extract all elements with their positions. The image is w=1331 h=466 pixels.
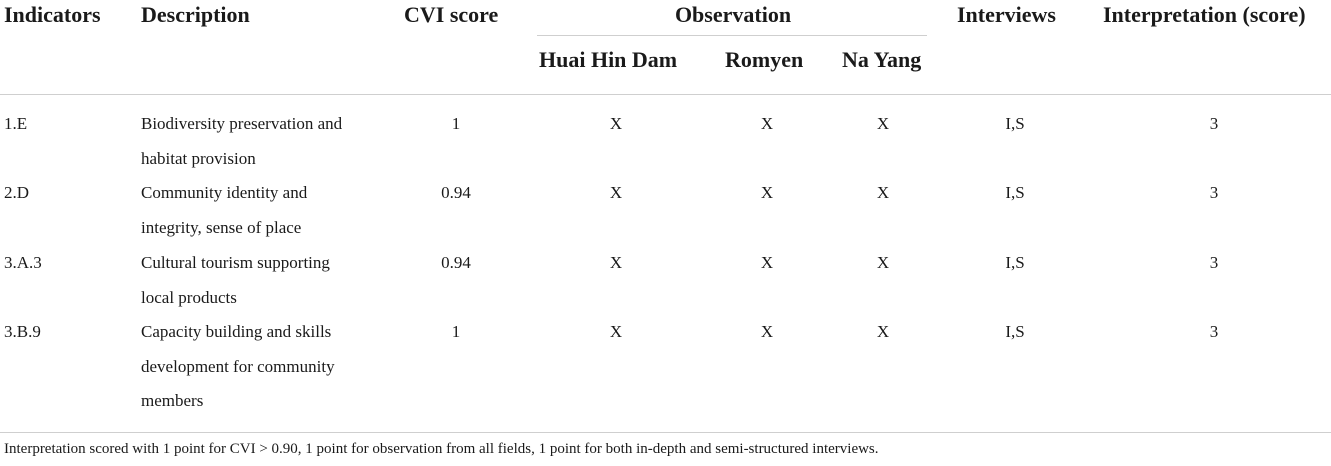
description-line: habitat provision <box>141 148 256 168</box>
cell-interviews: I,S <box>1005 114 1025 133</box>
description-line: members <box>141 391 204 410</box>
cell-indicator: 3.B.9 <box>4 322 41 341</box>
cell-interpretation: 3 <box>1209 114 1219 133</box>
header-description: Description <box>141 2 250 27</box>
cell-obs-na-yang: X <box>876 253 890 272</box>
cell-indicator: 3.A.3 <box>4 253 42 272</box>
description-line: Community identity and <box>141 183 308 202</box>
cell-obs-huai-hin-dam: X <box>609 114 623 133</box>
header-indicators: Indicators <box>4 2 101 27</box>
bottom-rule <box>0 432 1331 433</box>
cell-interpretation: 3 <box>1209 322 1219 341</box>
cell-interpretation: 3 <box>1209 253 1219 272</box>
cell-cvi: 0.94 <box>441 183 471 202</box>
cell-obs-na-yang: X <box>876 114 890 133</box>
description-line: development for community <box>141 356 335 376</box>
observation-underline <box>537 35 927 36</box>
header-na-yang: Na Yang <box>842 47 922 72</box>
cell-cvi: 1 <box>451 114 461 133</box>
cell-description: Capacity building and skills development… <box>141 315 391 419</box>
cell-obs-romyen: X <box>760 322 774 341</box>
cell-cvi: 1 <box>451 322 461 341</box>
description-line: Biodiversity preservation and <box>141 114 343 133</box>
cell-obs-huai-hin-dam: X <box>609 322 623 341</box>
cell-obs-huai-hin-dam: X <box>609 183 623 202</box>
cell-obs-na-yang: X <box>876 322 890 341</box>
header-romyen: Romyen <box>725 47 804 72</box>
cell-description: Community identity and integrity, sense … <box>141 176 391 245</box>
header-huai-hin-dam: Huai Hin Dam <box>539 47 678 72</box>
cell-description: Cultural tourism supporting local produc… <box>141 246 391 315</box>
header-cvi-score: CVI score <box>404 2 499 27</box>
cell-interviews: I,S <box>1005 322 1025 341</box>
cell-interviews: I,S <box>1005 253 1025 272</box>
cell-obs-huai-hin-dam: X <box>609 253 623 272</box>
description-line: integrity, sense of place <box>141 217 302 237</box>
cell-obs-romyen: X <box>760 183 774 202</box>
cell-obs-na-yang: X <box>876 183 890 202</box>
cell-interviews: I,S <box>1005 183 1025 202</box>
cell-interpretation: 3 <box>1209 183 1219 202</box>
cell-obs-romyen: X <box>760 253 774 272</box>
table-footnote: Interpretation scored with 1 point for C… <box>4 441 879 457</box>
description-line: Capacity building and skills <box>141 322 332 341</box>
cell-indicator: 2.D <box>4 183 30 202</box>
cell-indicator: 1.E <box>4 114 28 133</box>
header-observation: Observation <box>674 2 792 27</box>
header-interpretation: Interpretation (score) <box>1103 2 1306 27</box>
description-line: local products <box>141 287 237 307</box>
cell-cvi: 0.94 <box>441 253 471 272</box>
header-interviews: Interviews <box>957 2 1056 27</box>
header-rule <box>0 94 1331 95</box>
cell-description: Biodiversity preservation and habitat pr… <box>141 107 391 176</box>
description-line: Cultural tourism supporting <box>141 253 330 272</box>
cell-obs-romyen: X <box>760 114 774 133</box>
